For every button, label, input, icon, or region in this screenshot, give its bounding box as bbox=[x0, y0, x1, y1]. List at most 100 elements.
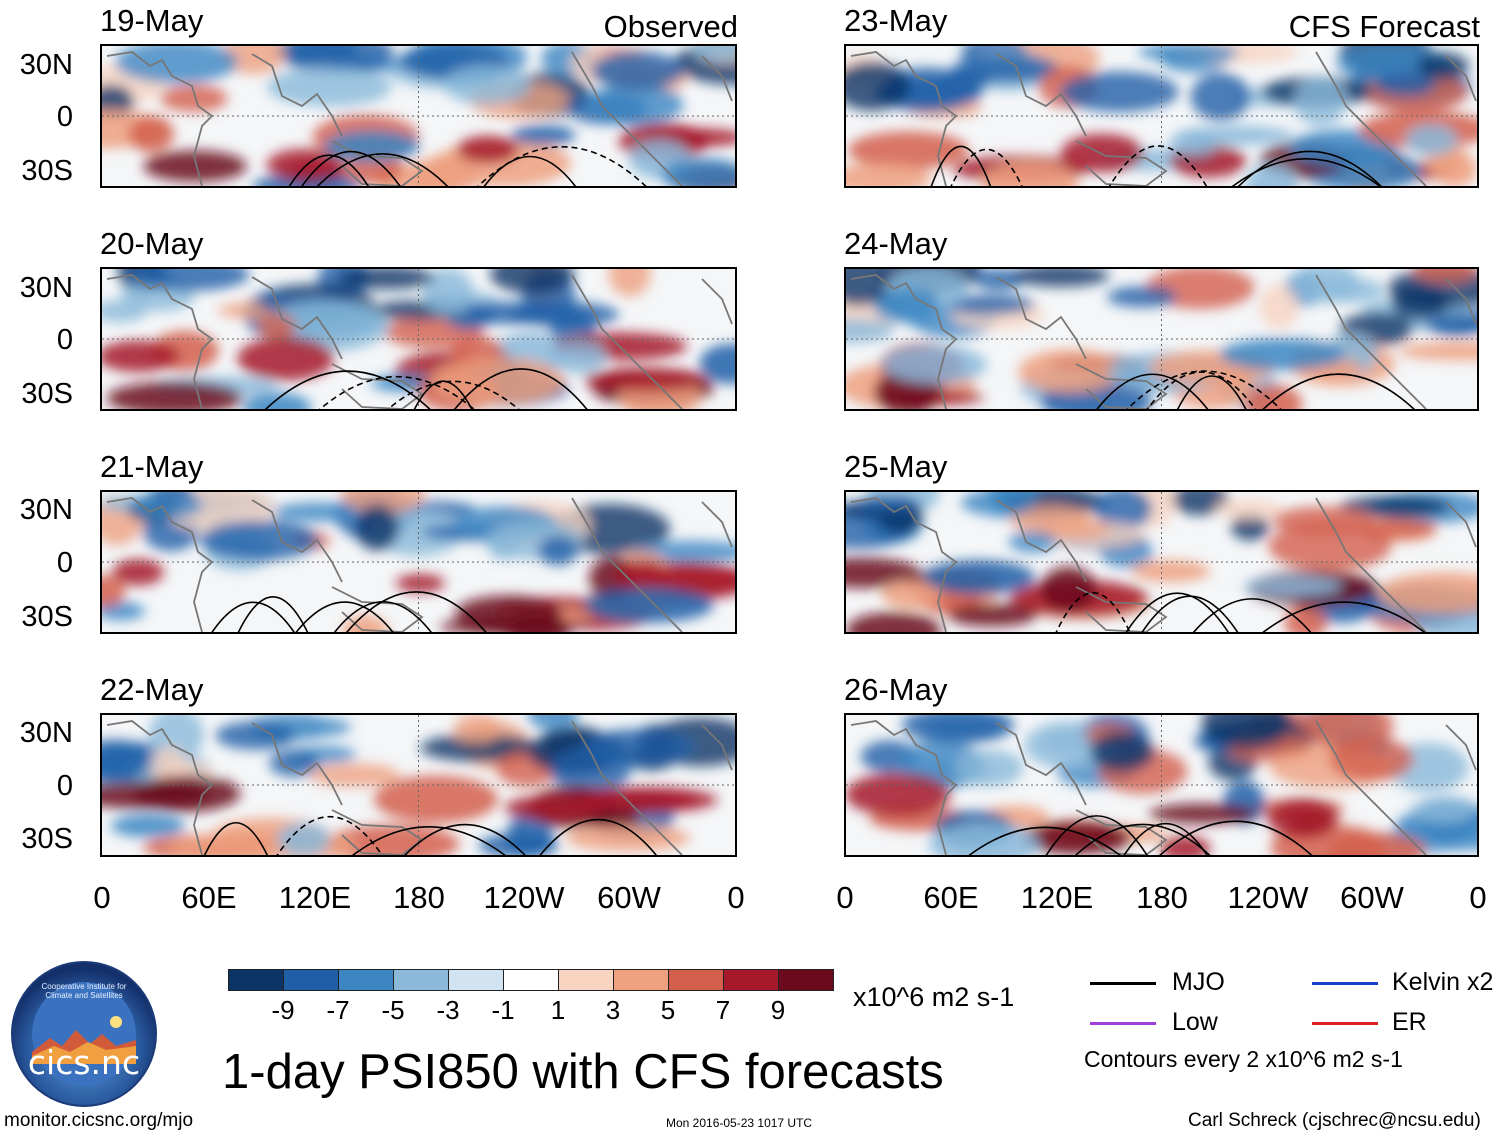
coastline bbox=[1075, 809, 1168, 855]
panel-date-obs-4: 22-May bbox=[100, 672, 204, 707]
anomaly-blob bbox=[846, 61, 911, 111]
mjo-contour bbox=[211, 601, 295, 632]
anomaly-field bbox=[846, 46, 1477, 186]
lat-30n-r3: 30N bbox=[19, 494, 73, 526]
anomaly-blob bbox=[1336, 46, 1449, 82]
anomaly-blob bbox=[943, 294, 1035, 315]
coastline bbox=[701, 501, 733, 548]
anomaly-blob bbox=[583, 368, 707, 392]
anomaly-blob bbox=[110, 814, 186, 838]
anomaly-blob bbox=[324, 130, 420, 162]
mjo-contour bbox=[1045, 815, 1148, 855]
lat-30s-r3: 30S bbox=[21, 601, 73, 633]
panel-date-fc-3: 25-May bbox=[844, 449, 948, 484]
anomaly-blob bbox=[1148, 803, 1257, 824]
anomaly-blob bbox=[882, 345, 987, 384]
mjo-contour bbox=[1126, 370, 1282, 409]
colorbar-units: x10^6 m2 s-1 bbox=[853, 982, 1015, 1012]
mjo-contour bbox=[387, 380, 520, 409]
legend-er-line bbox=[1312, 1022, 1378, 1025]
lat-30n-r4: 30N bbox=[19, 717, 73, 749]
mjo-contour bbox=[1108, 145, 1208, 186]
mjo-contour bbox=[1237, 150, 1382, 186]
lon-right-60w: 60W bbox=[1340, 880, 1404, 915]
lon-left-0-end: 0 bbox=[727, 880, 745, 915]
mjo-contour bbox=[930, 145, 992, 186]
coastline bbox=[331, 586, 424, 632]
anomaly-blob bbox=[585, 83, 684, 126]
map-obs-20-may bbox=[100, 267, 737, 411]
anomaly-blob bbox=[340, 492, 425, 515]
anomaly-blob bbox=[1375, 71, 1436, 97]
panel-date-obs-1: 19-May bbox=[100, 3, 204, 38]
coastline bbox=[106, 720, 214, 855]
anomaly-blob bbox=[271, 502, 373, 522]
anomaly-blob bbox=[881, 580, 944, 609]
anomaly-blob bbox=[199, 519, 319, 561]
lat-30n-r1: 30N bbox=[19, 49, 73, 81]
panel-date-fc-1: 23-May bbox=[844, 3, 948, 38]
anomaly-blob bbox=[873, 288, 939, 324]
colorbar-swatch bbox=[723, 969, 779, 991]
anomaly-blob bbox=[1413, 269, 1477, 283]
lat-eq-r3: 0 bbox=[56, 547, 73, 579]
coastline bbox=[1315, 720, 1427, 855]
mjo-contour bbox=[1262, 601, 1426, 632]
legend-er-label: ER bbox=[1392, 1008, 1427, 1036]
anomaly-blob bbox=[1267, 798, 1339, 839]
anomaly-blob bbox=[129, 269, 250, 292]
coastline bbox=[571, 274, 683, 409]
lat-30s-r2: 30S bbox=[21, 378, 73, 410]
anomaly-blob bbox=[102, 340, 179, 373]
anomaly-blob bbox=[1040, 566, 1097, 612]
anomaly-blob bbox=[1035, 519, 1111, 539]
anomaly-blob bbox=[549, 746, 632, 793]
anomaly-blob bbox=[1293, 76, 1347, 127]
lon-right-0: 0 bbox=[836, 880, 854, 915]
anomaly-blob bbox=[1169, 129, 1217, 157]
anomaly-blob bbox=[1327, 832, 1427, 855]
mjo-contour bbox=[1125, 592, 1229, 632]
anomaly-blob bbox=[344, 153, 404, 184]
colorbar-swatch bbox=[228, 969, 284, 991]
anomaly-blob bbox=[1391, 285, 1450, 320]
forecast-label: CFS Forecast bbox=[1288, 9, 1480, 44]
anomaly-blob bbox=[102, 739, 153, 780]
mjo-contour bbox=[1075, 823, 1211, 855]
anomaly-blob bbox=[1417, 52, 1469, 80]
coastline bbox=[571, 720, 683, 855]
coastline bbox=[106, 497, 214, 632]
anomaly-blob bbox=[128, 115, 174, 153]
mjo-contour bbox=[316, 153, 449, 186]
anomaly-blob bbox=[1190, 73, 1251, 121]
anomaly-blob bbox=[1043, 730, 1091, 752]
contour-note: Contours every 2 x10^6 m2 s-1 bbox=[1084, 1046, 1403, 1072]
coastline bbox=[850, 497, 958, 632]
map-fc-25-may bbox=[844, 490, 1479, 634]
page-title: 1-day PSI850 with CFS forecasts bbox=[222, 1045, 944, 1099]
anomaly-blob bbox=[266, 66, 392, 107]
anomaly-blob bbox=[1376, 572, 1477, 614]
colorbar-swatch bbox=[613, 969, 669, 991]
mjo-contour bbox=[301, 150, 401, 186]
anomaly-blob bbox=[454, 595, 562, 632]
legend-kelvin-line bbox=[1312, 982, 1378, 985]
colorbar-swatch bbox=[448, 969, 504, 991]
map-obs-22-may bbox=[100, 713, 737, 857]
anomaly-field bbox=[846, 715, 1477, 855]
legend-mjo-label: MJO bbox=[1172, 968, 1225, 996]
anomaly-blob bbox=[947, 603, 1037, 627]
anomaly-blob bbox=[1008, 530, 1057, 553]
map-obs-21-may bbox=[100, 490, 737, 634]
footer-author: Carl Schreck (cjschrec@ncsu.edu) bbox=[1188, 1110, 1481, 1131]
colorbar-tick-label: -9 bbox=[271, 995, 295, 1025]
anomaly-blob bbox=[527, 715, 579, 730]
lat-30s-r4: 30S bbox=[21, 823, 73, 855]
anomaly-blob bbox=[1170, 492, 1229, 516]
mjo-contour bbox=[1159, 820, 1313, 855]
legend-low-label: Low bbox=[1172, 1008, 1218, 1036]
mjo-contour bbox=[1177, 375, 1247, 409]
anomaly-blob bbox=[1018, 349, 1124, 394]
coastline bbox=[571, 51, 683, 186]
anomaly-field bbox=[102, 46, 735, 186]
